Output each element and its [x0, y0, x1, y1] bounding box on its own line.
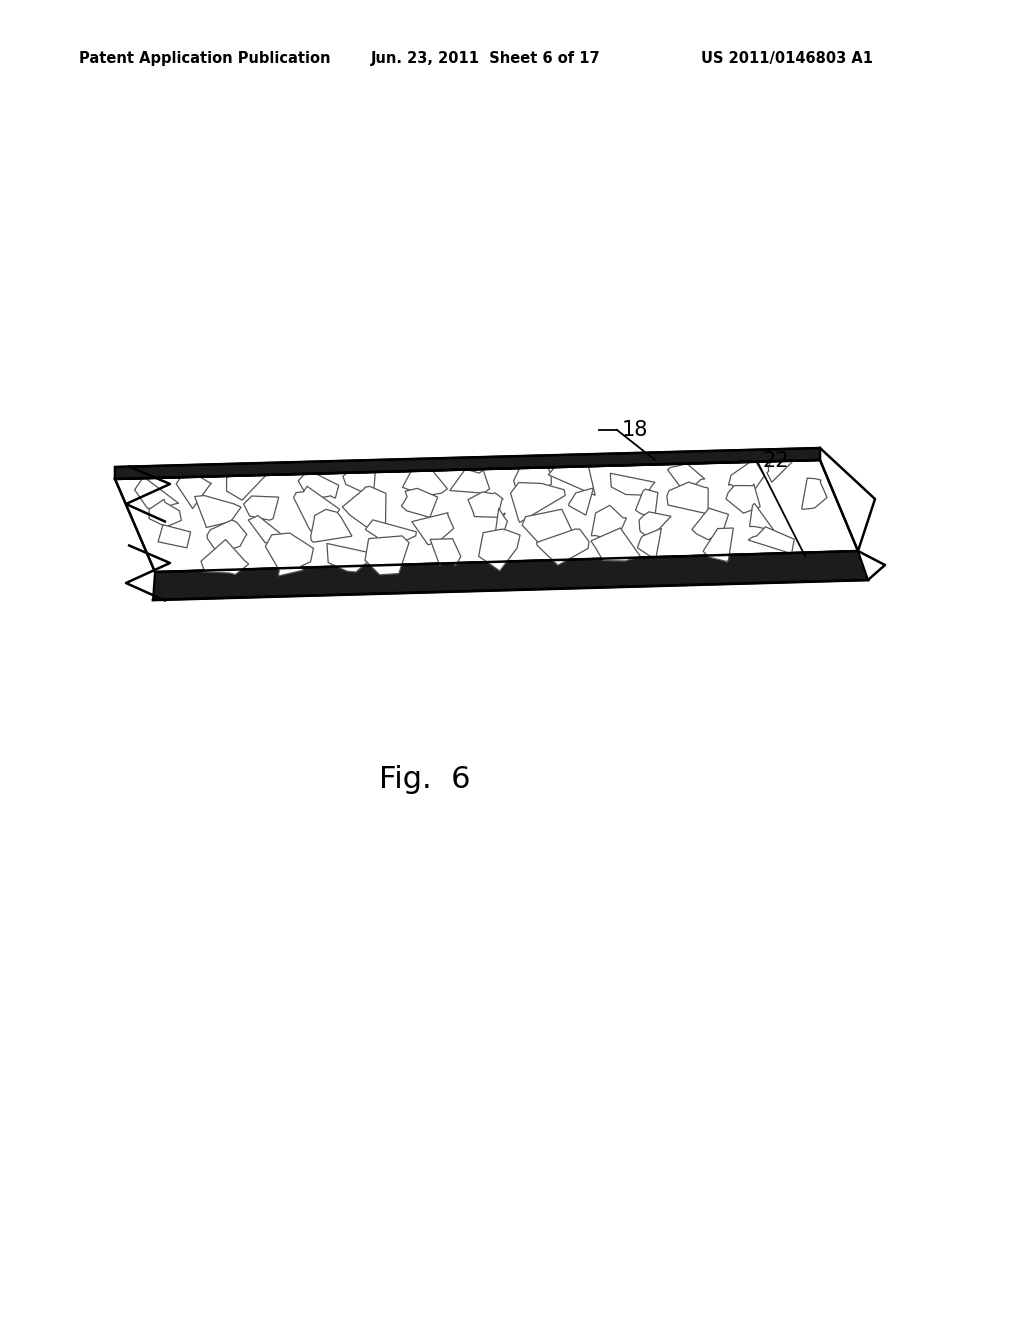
Polygon shape	[150, 499, 181, 527]
Polygon shape	[591, 528, 640, 561]
Text: 18: 18	[622, 420, 648, 440]
Polygon shape	[703, 528, 733, 562]
Polygon shape	[265, 533, 313, 576]
Text: Fig.  6: Fig. 6	[379, 766, 471, 795]
Polygon shape	[514, 461, 551, 498]
Polygon shape	[667, 482, 709, 513]
Polygon shape	[176, 471, 211, 508]
Polygon shape	[294, 486, 340, 533]
Polygon shape	[115, 447, 820, 479]
Polygon shape	[537, 529, 589, 565]
Polygon shape	[495, 508, 507, 541]
Polygon shape	[226, 471, 265, 500]
Text: US 2011/0146803 A1: US 2011/0146803 A1	[701, 51, 873, 66]
Polygon shape	[342, 486, 386, 532]
Polygon shape	[511, 483, 565, 523]
Polygon shape	[365, 536, 409, 574]
Polygon shape	[637, 528, 662, 557]
Polygon shape	[343, 465, 378, 498]
Polygon shape	[568, 488, 593, 515]
Polygon shape	[692, 508, 728, 540]
Polygon shape	[402, 465, 447, 496]
Polygon shape	[450, 467, 489, 494]
Polygon shape	[327, 544, 373, 572]
Polygon shape	[366, 520, 417, 543]
Polygon shape	[548, 459, 595, 495]
Polygon shape	[668, 463, 705, 494]
Polygon shape	[478, 529, 520, 572]
Polygon shape	[195, 495, 241, 528]
Polygon shape	[298, 470, 339, 500]
Polygon shape	[201, 540, 249, 574]
Polygon shape	[639, 512, 671, 539]
Polygon shape	[802, 478, 827, 510]
Polygon shape	[153, 550, 868, 601]
Polygon shape	[522, 510, 572, 548]
Polygon shape	[726, 484, 760, 513]
Polygon shape	[158, 524, 190, 548]
Polygon shape	[115, 459, 858, 572]
Polygon shape	[636, 490, 657, 517]
Polygon shape	[134, 477, 178, 510]
Polygon shape	[430, 539, 461, 566]
Polygon shape	[468, 492, 503, 517]
Polygon shape	[749, 527, 795, 553]
Polygon shape	[310, 510, 352, 543]
Text: Patent Application Publication: Patent Application Publication	[79, 51, 331, 66]
Polygon shape	[767, 457, 797, 482]
Polygon shape	[244, 496, 279, 520]
Polygon shape	[728, 459, 764, 495]
Polygon shape	[750, 503, 774, 531]
Polygon shape	[401, 488, 437, 517]
Text: Jun. 23, 2011  Sheet 6 of 17: Jun. 23, 2011 Sheet 6 of 17	[371, 51, 600, 66]
Polygon shape	[412, 512, 454, 545]
Text: 22: 22	[762, 451, 788, 471]
Polygon shape	[207, 520, 247, 553]
Polygon shape	[248, 516, 284, 546]
Polygon shape	[591, 506, 627, 543]
Polygon shape	[610, 474, 655, 495]
